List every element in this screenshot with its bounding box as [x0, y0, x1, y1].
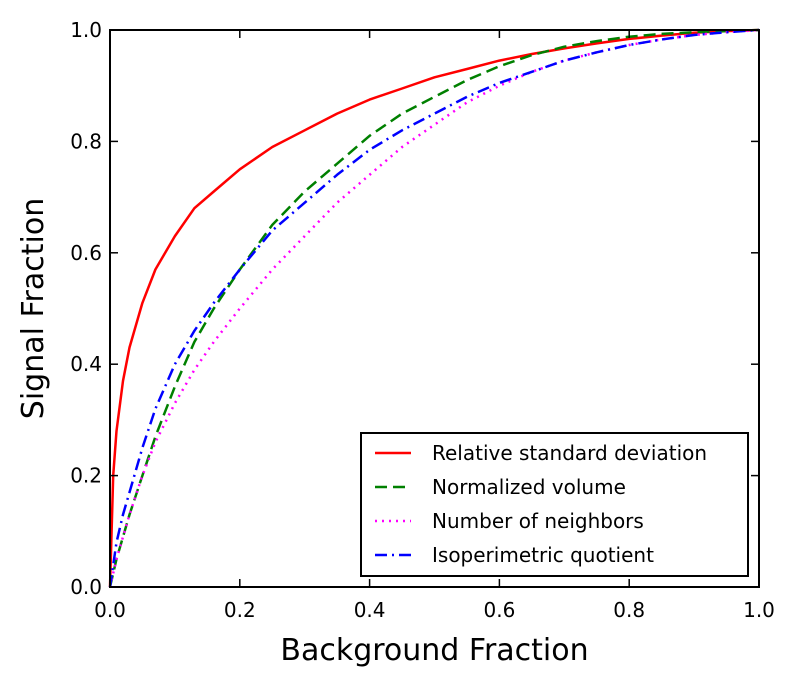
x-tick-label: 0.0: [94, 598, 126, 622]
y-tick-label: 0.4: [70, 352, 102, 376]
series-line-isoperimetric-quotient: [108, 28, 760, 588]
x-axis-label: Background Fraction: [280, 633, 588, 668]
series-line-relative-standard-deviation: [108, 28, 760, 588]
x-tick-label: 0.2: [224, 598, 256, 622]
legend: Relative standard deviation Normalized vo…: [360, 432, 749, 577]
legend-label-relative-standard-deviation: Relative standard deviation: [432, 441, 707, 465]
y-tick-label: 0.0: [70, 575, 102, 599]
x-tick-label: 0.8: [613, 598, 645, 622]
legend-frame: [360, 432, 749, 577]
series-layer: [108, 28, 760, 588]
tick-layer: 0.0 0.2 0.4 0.6 0.8 1.0 0.0 0.2 0.4 0.6 0.8 1.0: [70, 18, 775, 622]
y-axis-label: Signal Fraction: [16, 198, 51, 419]
y-tick-label: 0.2: [70, 464, 102, 488]
y-tick-label: 0.8: [70, 129, 102, 153]
y-tick-label: 0.6: [70, 241, 102, 265]
legend-label-number-of-neighbors: Number of neighbors: [432, 509, 644, 533]
y-tick-label: 1.0: [70, 18, 102, 42]
x-tick-label: 1.0: [743, 598, 775, 622]
x-tick-label: 0.4: [354, 598, 386, 622]
series-line-normalized-volume: [108, 28, 760, 588]
legend-label-isoperimetric-quotient: Isoperimetric quotient: [432, 543, 654, 567]
plot-frame: [109, 29, 760, 588]
x-tick-label: 0.6: [483, 598, 515, 622]
legend-label-normalized-volume: Normalized volume: [432, 475, 626, 499]
